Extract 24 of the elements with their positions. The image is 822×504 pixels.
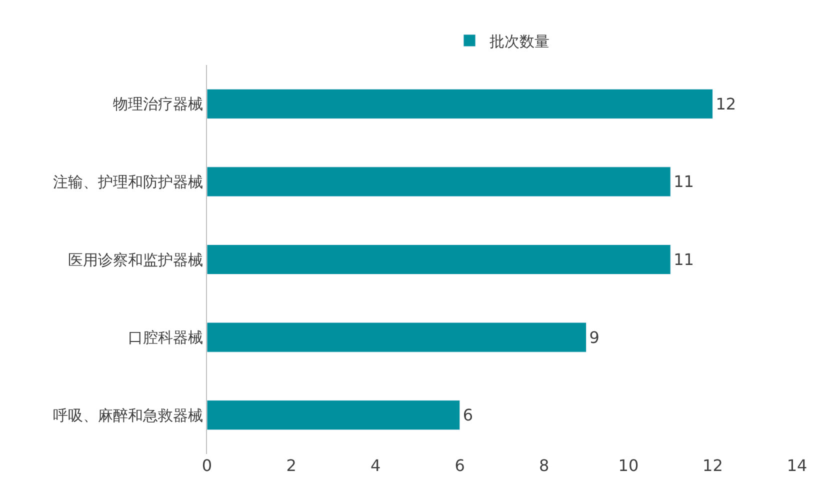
bar [207, 322, 587, 352]
y-tick-label: 口腔科器械 [128, 328, 203, 347]
bar [207, 88, 713, 119]
y-tick-label: 注输、护理和防护器械 [53, 172, 203, 191]
data-label: 12 [716, 94, 736, 114]
data-label: 9 [589, 328, 600, 347]
x-tick-label: 0 [202, 456, 212, 475]
x-tick-label: 4 [370, 456, 381, 475]
y-tick-label: 医用诊察和监护器械 [68, 250, 203, 269]
x-tick-label: 2 [286, 456, 296, 475]
bar [207, 400, 460, 430]
x-tick-label: 12 [702, 456, 723, 475]
y-tick-label: 呼吸、麻醉和急救器械 [53, 406, 203, 424]
bar [207, 166, 671, 197]
x-tick-label: 8 [539, 456, 550, 475]
y-tick-label: 物理治疗器械 [113, 95, 203, 114]
x-tick-label: 14 [786, 456, 808, 475]
x-tick-label: 6 [454, 456, 465, 475]
legend-label: 批次数量 [490, 32, 550, 50]
x-tick-label: 10 [618, 456, 639, 475]
data-label: 6 [462, 406, 474, 425]
data-label: 11 [674, 172, 694, 192]
data-label: 11 [674, 250, 694, 269]
bar [207, 244, 671, 275]
